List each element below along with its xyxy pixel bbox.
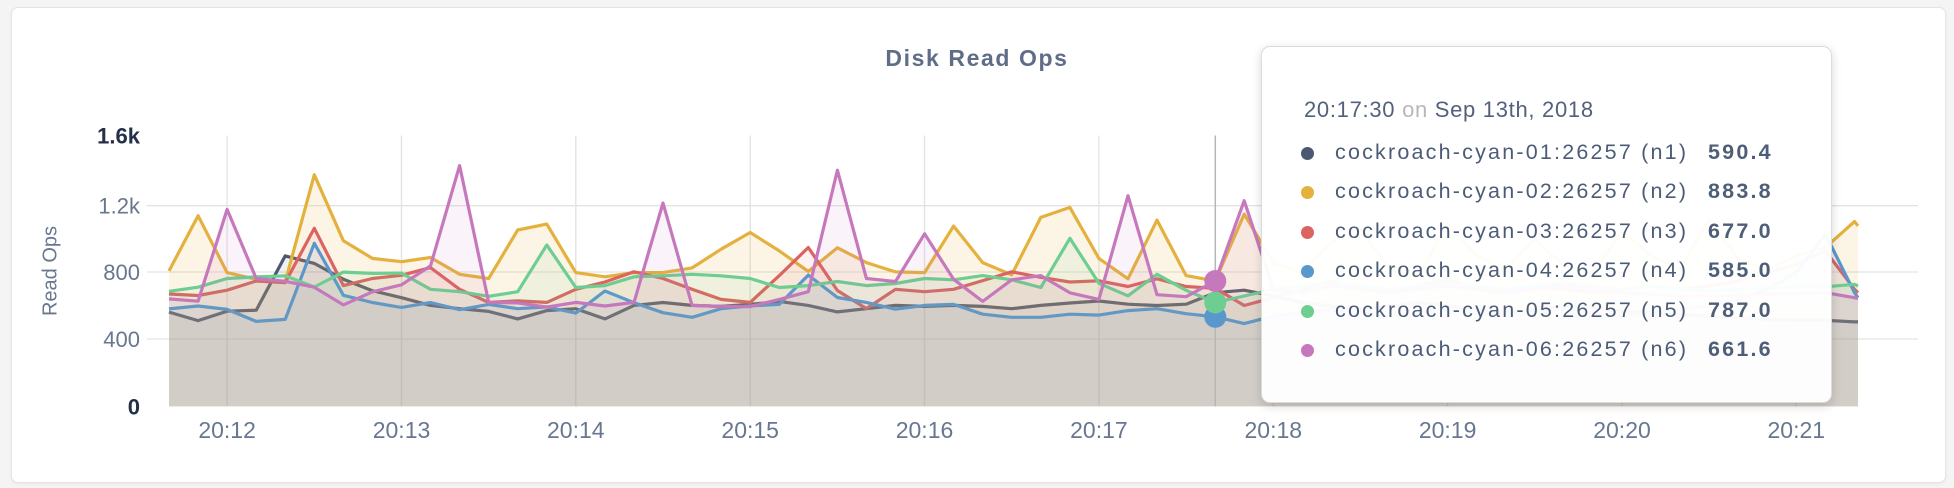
svg-text:20:17: 20:17: [1070, 417, 1128, 443]
svg-text:800: 800: [103, 260, 140, 285]
svg-text:20:18: 20:18: [1245, 417, 1303, 443]
svg-text:20:19: 20:19: [1419, 417, 1477, 443]
svg-text:1.6k: 1.6k: [97, 124, 141, 149]
svg-text:20:14: 20:14: [547, 417, 605, 443]
svg-text:20:21: 20:21: [1768, 417, 1826, 443]
svg-text:20:20: 20:20: [1593, 417, 1651, 443]
svg-text:20:13: 20:13: [373, 417, 431, 443]
svg-text:Read Ops: Read Ops: [40, 226, 62, 316]
svg-text:20:12: 20:12: [198, 417, 256, 443]
svg-text:20:15: 20:15: [721, 417, 779, 443]
svg-text:1.2k: 1.2k: [98, 194, 141, 219]
svg-text:400: 400: [103, 327, 140, 352]
svg-text:20:16: 20:16: [896, 417, 954, 443]
svg-text:0: 0: [128, 394, 140, 419]
